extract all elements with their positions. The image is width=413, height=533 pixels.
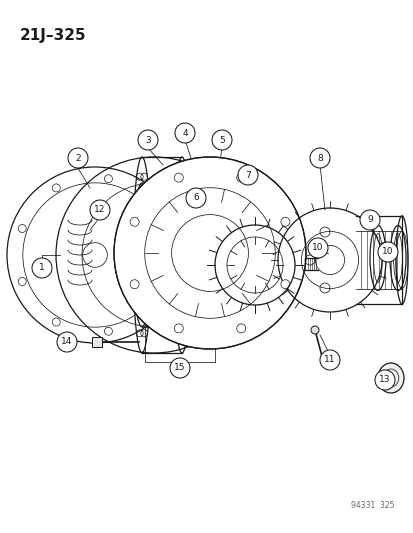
Text: 2: 2 <box>75 154 81 163</box>
Circle shape <box>185 188 206 208</box>
Text: 11: 11 <box>323 356 335 365</box>
Circle shape <box>114 157 305 349</box>
Text: 6: 6 <box>192 193 198 203</box>
Text: 13: 13 <box>378 376 390 384</box>
Circle shape <box>174 173 183 182</box>
Text: 10: 10 <box>381 247 393 256</box>
Circle shape <box>236 324 245 333</box>
Circle shape <box>280 217 289 227</box>
Text: 9: 9 <box>366 215 372 224</box>
Circle shape <box>211 130 231 150</box>
Text: 7: 7 <box>244 171 250 180</box>
Circle shape <box>309 148 329 168</box>
Text: 8: 8 <box>316 154 322 163</box>
Circle shape <box>307 238 327 258</box>
Text: 5: 5 <box>218 135 224 144</box>
Circle shape <box>310 326 318 334</box>
Circle shape <box>170 358 190 378</box>
Text: 21J–325: 21J–325 <box>20 28 86 43</box>
Circle shape <box>57 332 77 352</box>
Circle shape <box>138 130 158 150</box>
Circle shape <box>174 324 183 333</box>
Text: 1: 1 <box>39 263 45 272</box>
Text: 15: 15 <box>174 364 185 373</box>
Text: 10: 10 <box>311 244 323 253</box>
Circle shape <box>175 123 195 143</box>
Circle shape <box>68 148 88 168</box>
Text: 4: 4 <box>182 128 188 138</box>
Circle shape <box>280 280 289 289</box>
Circle shape <box>236 173 245 182</box>
Circle shape <box>130 217 139 227</box>
Text: 3: 3 <box>145 135 150 144</box>
Circle shape <box>359 210 379 230</box>
Circle shape <box>90 200 110 220</box>
Ellipse shape <box>377 363 403 393</box>
Circle shape <box>32 258 52 278</box>
Text: 12: 12 <box>94 206 105 214</box>
Circle shape <box>319 350 339 370</box>
Circle shape <box>237 165 257 185</box>
Circle shape <box>377 242 397 262</box>
Text: 14: 14 <box>61 337 73 346</box>
Circle shape <box>374 370 394 390</box>
Circle shape <box>130 280 139 289</box>
Bar <box>92 337 102 347</box>
Text: 94331  325: 94331 325 <box>351 501 394 510</box>
